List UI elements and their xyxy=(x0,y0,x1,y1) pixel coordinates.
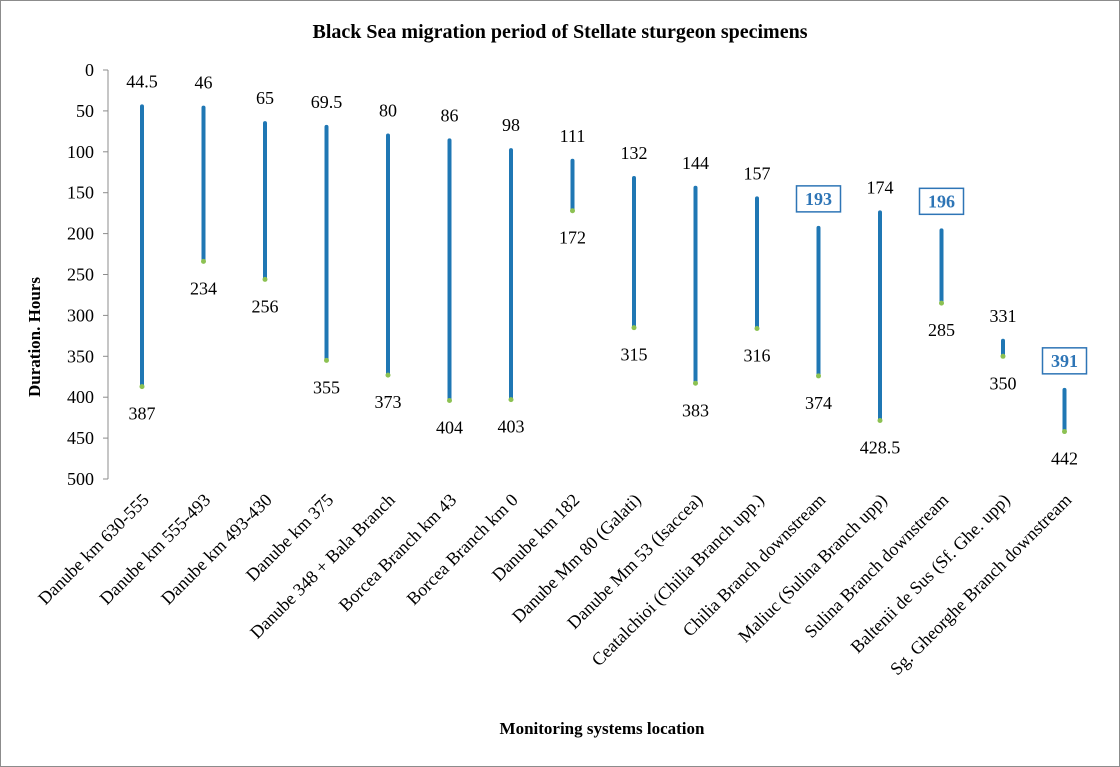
y-tick-label: 50 xyxy=(76,101,94,121)
y-tick-label: 250 xyxy=(67,265,94,285)
range-end-marker xyxy=(877,418,883,424)
range-end-label: 285 xyxy=(928,320,955,340)
x-tick-label: Danube km 493-430 xyxy=(157,490,276,609)
chart-title: Black Sea migration period of Stellate s… xyxy=(313,21,808,43)
range-end-label: 256 xyxy=(252,296,279,316)
x-tick-label: Borcea Branch km 0 xyxy=(403,490,522,609)
range-end-marker xyxy=(754,325,760,331)
range-end-label: 442 xyxy=(1051,449,1078,469)
range-start-label: 196 xyxy=(928,191,955,211)
y-tick-label: 200 xyxy=(67,224,94,244)
range-start-label: 331 xyxy=(990,306,1017,326)
range-end-marker xyxy=(570,208,575,214)
y-tick-label: 500 xyxy=(67,469,94,489)
range-end-marker xyxy=(939,300,944,306)
range-end-marker xyxy=(816,373,821,379)
range-start-label: 144 xyxy=(682,153,709,173)
range-end-label: 403 xyxy=(498,417,525,437)
range-end-label: 234 xyxy=(190,278,217,298)
y-tick-label: 150 xyxy=(67,183,94,203)
range-start-label: 65 xyxy=(256,88,274,108)
highlight-box xyxy=(918,187,965,216)
range-end-label: 315 xyxy=(621,345,648,365)
x-tick-label: Danube km 630-555 xyxy=(34,490,153,609)
range-start-label: 69.5 xyxy=(311,92,343,112)
range-start-label: 193 xyxy=(805,189,832,209)
range-end-label: 374 xyxy=(805,393,832,413)
range-end-label: 428.5 xyxy=(860,438,901,458)
range-end-marker xyxy=(1000,353,1006,359)
range-start-label: 391 xyxy=(1051,351,1078,371)
range-end-marker xyxy=(385,372,391,378)
x-tick-label: Borcea Branch km 43 xyxy=(335,490,460,615)
range-end-marker xyxy=(324,357,329,363)
range-end-marker xyxy=(631,325,637,331)
x-tick-label: Danube km 555-493 xyxy=(96,490,215,609)
y-tick-label: 300 xyxy=(67,305,94,325)
highlight-box xyxy=(1041,347,1088,375)
x-axis-label: Monitoring systems location xyxy=(500,719,705,738)
y-tick-label: 350 xyxy=(67,346,94,366)
y-tick-label: 450 xyxy=(67,428,94,448)
range-end-marker xyxy=(262,276,268,282)
range-start-label: 111 xyxy=(560,126,586,146)
range-end-marker xyxy=(508,397,514,403)
range-bars: 44.5 387 46 234 65 256 69.5 355 80 373 86 404 98 403 1… xyxy=(126,71,1088,469)
range-start-label: 132 xyxy=(621,143,648,163)
range-end-marker xyxy=(447,397,452,403)
range-end-label: 387 xyxy=(129,404,156,424)
y-tick-label: 0 xyxy=(85,60,94,80)
y-axis-label: Duration. Hours xyxy=(25,277,44,397)
range-end-label: 316 xyxy=(744,345,771,365)
range-end-label: 350 xyxy=(990,373,1017,393)
range-end-label: 172 xyxy=(559,228,586,248)
range-start-label: 46 xyxy=(195,73,213,93)
range-start-label: 86 xyxy=(441,105,459,125)
y-tick-label: 100 xyxy=(67,142,94,162)
range-end-marker xyxy=(201,258,206,264)
range-end-label: 355 xyxy=(313,377,340,397)
range-start-label: 174 xyxy=(867,177,894,197)
range-start-label: 80 xyxy=(379,100,397,120)
range-end-marker xyxy=(693,380,698,386)
range-end-marker xyxy=(1062,429,1067,435)
range-end-label: 404 xyxy=(436,417,463,437)
range-start-label: 98 xyxy=(502,115,520,135)
range-start-label: 44.5 xyxy=(126,71,158,91)
range-end-label: 373 xyxy=(375,392,402,412)
range-end-marker xyxy=(139,384,145,390)
y-ticks: 0 50 100 150 200 250 300 350 400 450 500 xyxy=(67,60,108,489)
y-tick-label: 400 xyxy=(67,387,94,407)
highlight-box xyxy=(795,185,842,213)
range-start-label: 157 xyxy=(744,163,771,183)
range-end-label: 383 xyxy=(682,400,709,420)
